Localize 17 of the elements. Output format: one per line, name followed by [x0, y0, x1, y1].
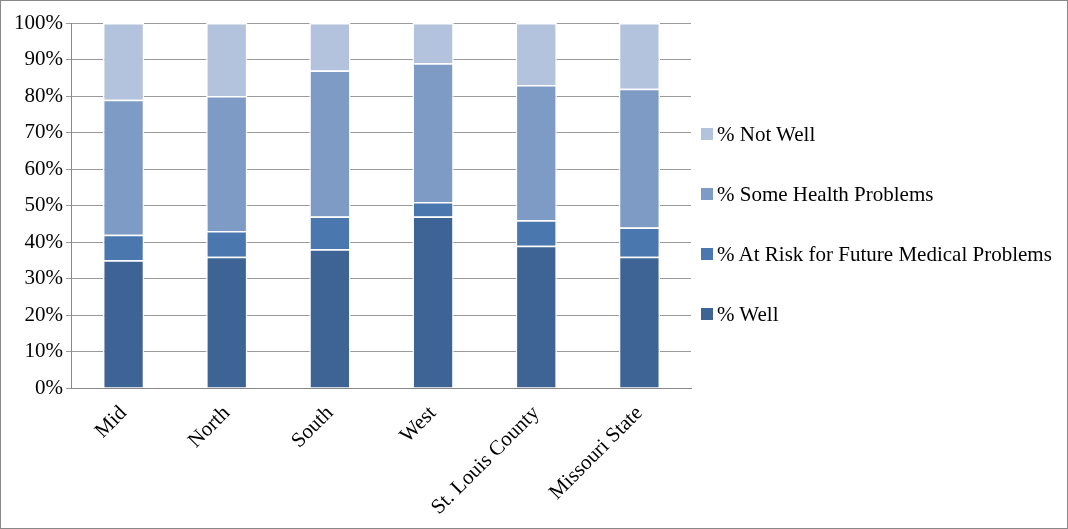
y-tick-label: 40% [24, 228, 63, 253]
y-tick-label: 0% [34, 374, 63, 399]
y-tick-label: 80% [24, 82, 63, 107]
legend-label: % Not Well [717, 121, 816, 147]
y-tick-label: 30% [24, 265, 63, 290]
y-tick-label: 50% [24, 192, 63, 217]
x-tick-label: West [394, 400, 441, 447]
legend-label: % At Risk for Future Medical Problems [717, 241, 1052, 267]
y-tick-label: 10% [24, 338, 63, 363]
y-tick-label: 70% [24, 119, 63, 144]
legend-label: % Well [717, 301, 779, 327]
x-tick-label: Mid [89, 400, 132, 443]
y-tick-label: 60% [24, 155, 63, 180]
y-tick-label: 90% [24, 46, 63, 71]
legend-label: % Some Health Problems [717, 181, 934, 207]
y-tick-label: 100% [13, 9, 63, 34]
y-tick-label: 20% [24, 301, 63, 326]
